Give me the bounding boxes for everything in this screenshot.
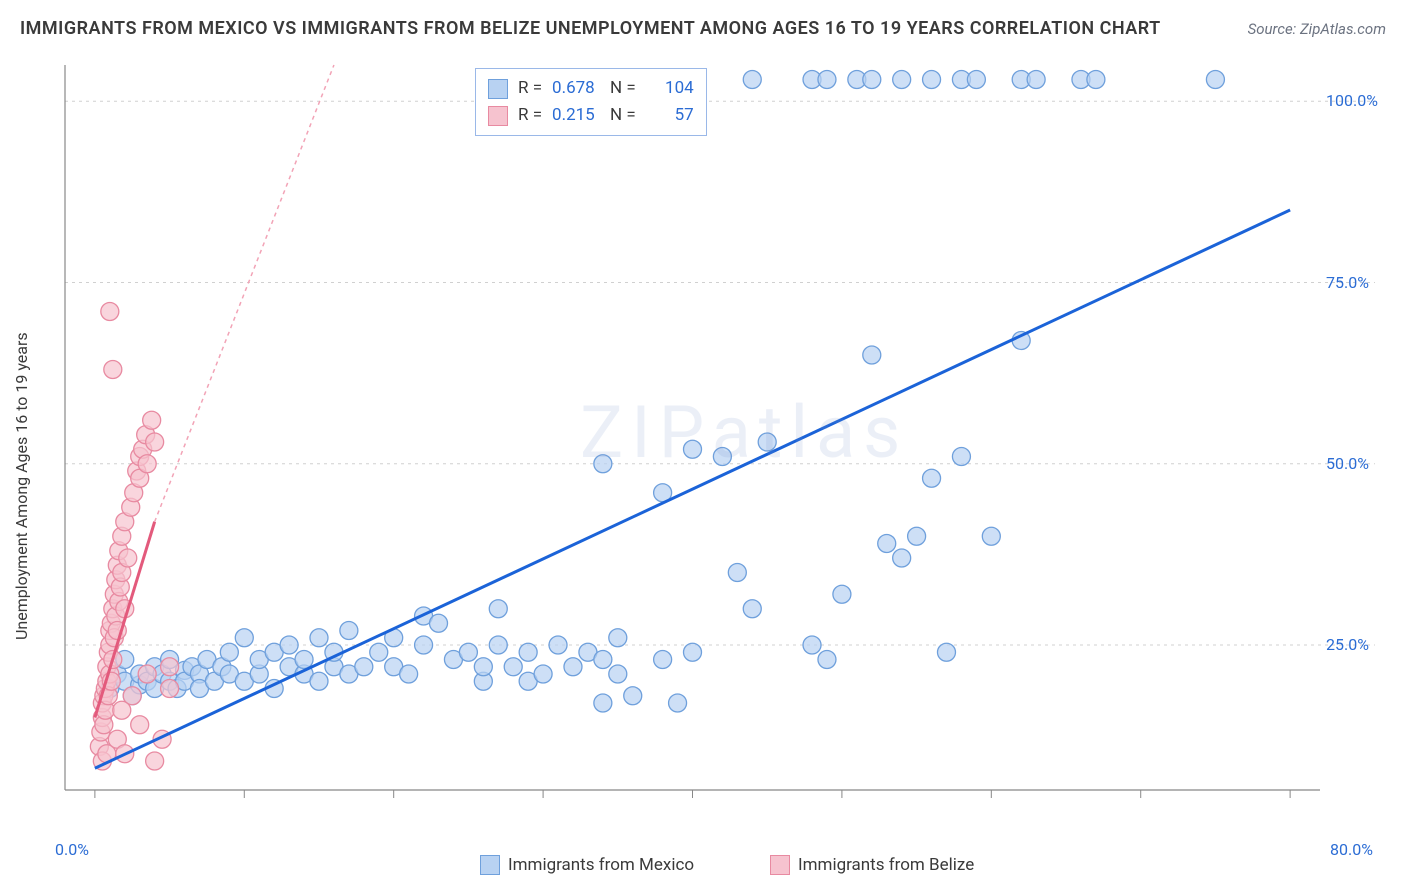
stats-row: R = 0.215 N = 57 <box>488 102 694 129</box>
stats-row: R = 0.678 N = 104 <box>488 75 694 102</box>
stats-swatch <box>488 79 508 99</box>
chart-title: IMMIGRANTS FROM MEXICO VS IMMIGRANTS FRO… <box>20 18 1161 39</box>
legend-label-mexico: Immigrants from Mexico <box>508 855 694 875</box>
y-tick-label: 50.0% <box>1326 454 1369 473</box>
stat-n-value: 57 <box>646 102 694 129</box>
chart-plot-area: ZIPatlas R =0.678N =104R =0.215N =57 <box>60 60 1380 820</box>
legend-label-belize: Immigrants from Belize <box>798 855 974 875</box>
stat-n-label: N = <box>610 102 636 129</box>
correlation-stats-box: R = 0.678 N = 104 R = 0.215 N = 57 <box>475 68 707 136</box>
scatter-plot-svg <box>60 60 1380 820</box>
stat-r-label: R = <box>518 102 542 129</box>
stat-r-value: 0.215 <box>552 102 600 129</box>
y-axis-label: Unemployment Among Ages 16 to 19 years <box>12 332 31 640</box>
chart-source: Source: ZipAtlas.com <box>1248 20 1386 38</box>
stat-r-label: R = <box>518 75 542 102</box>
legend-swatch-mexico <box>480 855 500 875</box>
stat-n-label: N = <box>610 75 636 102</box>
x-axis-start-label: 0.0% <box>55 840 89 859</box>
y-tick-label: 25.0% <box>1326 635 1369 654</box>
y-tick-label: 75.0% <box>1326 273 1369 292</box>
stats-swatch <box>488 106 508 126</box>
stat-n-value: 104 <box>646 75 694 102</box>
y-tick-label: 100.0% <box>1326 91 1378 110</box>
legend-item-mexico: Immigrants from Mexico <box>480 855 694 875</box>
legend-item-belize: Immigrants from Belize <box>770 855 974 875</box>
x-axis-end-label: 80.0% <box>1330 840 1373 859</box>
legend-swatch-belize <box>770 855 790 875</box>
chart-header: IMMIGRANTS FROM MEXICO VS IMMIGRANTS FRO… <box>20 18 1386 39</box>
stat-r-value: 0.678 <box>552 75 600 102</box>
